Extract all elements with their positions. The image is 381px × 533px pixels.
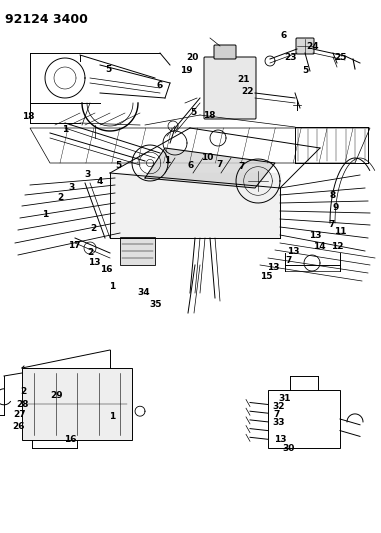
Text: 92124 3400: 92124 3400 — [5, 13, 88, 26]
Text: 3: 3 — [69, 183, 75, 192]
Text: 1: 1 — [109, 282, 115, 291]
Text: 2: 2 — [57, 193, 63, 201]
FancyBboxPatch shape — [204, 57, 256, 119]
Text: 29: 29 — [50, 391, 63, 400]
Polygon shape — [145, 148, 275, 188]
Text: 6: 6 — [157, 81, 163, 90]
Text: 34: 34 — [138, 288, 150, 296]
Text: 1: 1 — [109, 413, 115, 421]
Text: 18: 18 — [203, 111, 215, 120]
Text: 19: 19 — [180, 66, 193, 75]
Text: 30: 30 — [283, 445, 295, 453]
Text: 21: 21 — [238, 76, 250, 84]
Text: 6: 6 — [187, 161, 194, 169]
Text: 1: 1 — [62, 125, 68, 134]
Text: 13: 13 — [274, 435, 286, 444]
Text: 20: 20 — [186, 53, 199, 61]
Text: 2: 2 — [88, 248, 94, 257]
Text: 7: 7 — [273, 410, 279, 419]
FancyBboxPatch shape — [22, 368, 132, 440]
Text: 22: 22 — [242, 87, 254, 96]
Text: 16: 16 — [100, 265, 112, 273]
Text: 13: 13 — [287, 247, 299, 256]
Text: 11: 11 — [334, 228, 346, 236]
Text: 2: 2 — [90, 224, 96, 232]
Text: 25: 25 — [335, 53, 347, 61]
Text: 16: 16 — [64, 435, 77, 444]
FancyBboxPatch shape — [214, 45, 236, 59]
Text: 5: 5 — [115, 161, 121, 169]
Text: 13: 13 — [309, 231, 322, 240]
Text: 5: 5 — [303, 66, 309, 75]
Polygon shape — [110, 173, 280, 238]
Text: 24: 24 — [306, 43, 319, 51]
Text: 28: 28 — [16, 400, 28, 408]
Text: 5: 5 — [190, 109, 197, 117]
Text: 13: 13 — [88, 258, 101, 266]
Text: 4: 4 — [97, 177, 103, 185]
Text: 27: 27 — [13, 410, 26, 419]
Text: 3: 3 — [85, 171, 91, 179]
FancyBboxPatch shape — [296, 38, 314, 54]
Text: 9: 9 — [333, 204, 339, 212]
Text: 7: 7 — [239, 162, 245, 171]
Text: 6: 6 — [281, 31, 287, 40]
Text: 31: 31 — [279, 394, 291, 403]
Text: 17: 17 — [68, 241, 81, 249]
Text: 1: 1 — [165, 157, 171, 165]
Text: 32: 32 — [272, 402, 284, 410]
Text: 1: 1 — [42, 210, 48, 219]
Text: 18: 18 — [22, 112, 35, 120]
Text: 12: 12 — [331, 242, 343, 251]
Text: 7: 7 — [216, 160, 222, 168]
FancyBboxPatch shape — [268, 390, 340, 448]
Text: 13: 13 — [267, 263, 280, 272]
Text: 2: 2 — [21, 387, 27, 396]
Text: 7: 7 — [286, 256, 292, 264]
Text: 5: 5 — [106, 65, 112, 74]
Text: 33: 33 — [272, 418, 284, 426]
Text: 26: 26 — [12, 422, 24, 431]
FancyBboxPatch shape — [120, 237, 155, 265]
Text: 10: 10 — [202, 153, 214, 161]
Text: 23: 23 — [284, 53, 296, 61]
Text: 7: 7 — [328, 221, 335, 229]
Text: 35: 35 — [149, 301, 162, 309]
Text: 14: 14 — [313, 242, 326, 251]
Text: 8: 8 — [329, 191, 335, 199]
Text: 15: 15 — [261, 272, 273, 280]
